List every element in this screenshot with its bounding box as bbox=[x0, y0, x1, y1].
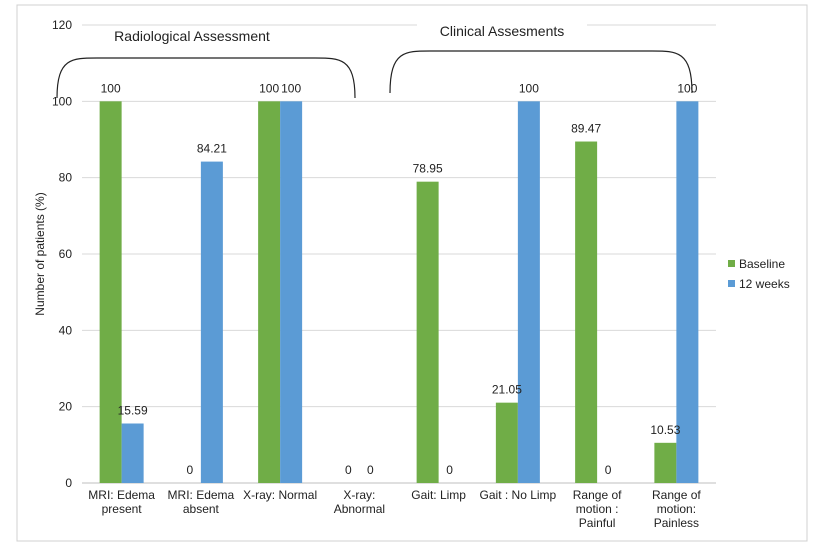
x-tick-label: motion: bbox=[657, 502, 696, 516]
bar-12-weeks bbox=[200, 161, 223, 483]
y-tick-label: 0 bbox=[65, 476, 72, 490]
annotation-label: Radiological Assessment bbox=[114, 28, 270, 44]
bar-baseline bbox=[258, 101, 281, 483]
data-label: 100 bbox=[281, 81, 301, 95]
y-tick-label: 80 bbox=[59, 171, 73, 185]
y-axis-label: Number of patients (%) bbox=[33, 192, 47, 315]
x-tick-label: present bbox=[102, 502, 143, 516]
legend-swatch bbox=[728, 260, 735, 267]
bar-baseline bbox=[495, 402, 518, 483]
bar-baseline bbox=[416, 181, 439, 483]
data-label: 84.21 bbox=[197, 142, 227, 156]
annotation-label: Clinical Assesments bbox=[440, 23, 565, 39]
data-label: 78.95 bbox=[413, 162, 443, 176]
y-tick-label: 20 bbox=[59, 400, 73, 414]
bar-12-weeks bbox=[676, 101, 699, 483]
bar-baseline bbox=[654, 442, 677, 483]
data-label: 15.59 bbox=[118, 403, 148, 417]
legend-label: Baseline bbox=[739, 257, 785, 271]
y-tick-label: 60 bbox=[59, 247, 73, 261]
legend-swatch bbox=[728, 280, 735, 287]
x-tick-label: X-ray: bbox=[343, 488, 375, 502]
annotation-bg bbox=[417, 21, 587, 41]
bracket bbox=[389, 50, 693, 94]
data-label: 89.47 bbox=[571, 122, 601, 136]
x-tick-label: Abnormal bbox=[334, 502, 385, 516]
x-tick-label: motion : bbox=[576, 502, 619, 516]
data-label: 100 bbox=[259, 81, 279, 95]
y-tick-label: 100 bbox=[52, 94, 72, 108]
annotation-bg bbox=[107, 26, 277, 46]
data-label: 0 bbox=[605, 463, 612, 477]
bar-baseline bbox=[99, 101, 122, 483]
data-label: 21.05 bbox=[492, 383, 522, 397]
data-label: 0 bbox=[367, 463, 374, 477]
data-label: 100 bbox=[677, 81, 697, 95]
x-tick-label: absent bbox=[183, 502, 220, 516]
data-label: 0 bbox=[187, 463, 194, 477]
x-tick-label: MRI: Edema bbox=[88, 488, 155, 502]
y-tick-label: 120 bbox=[52, 18, 72, 32]
legend-label: 12 weeks bbox=[739, 277, 790, 291]
x-tick-label: Range of bbox=[652, 488, 701, 502]
bar-12-weeks bbox=[280, 101, 303, 483]
data-label: 10.53 bbox=[650, 423, 680, 437]
x-tick-label: Gait: Limp bbox=[411, 488, 466, 502]
bracket bbox=[56, 57, 356, 99]
bar-baseline bbox=[575, 141, 598, 483]
x-tick-label: X-ray: Normal bbox=[243, 488, 317, 502]
x-tick-label: Gait : No Limp bbox=[480, 488, 557, 502]
bar-12-weeks bbox=[121, 423, 144, 483]
bar-12-weeks bbox=[517, 101, 540, 483]
y-tick-label: 40 bbox=[59, 323, 73, 337]
x-tick-label: MRI: Edema bbox=[168, 488, 235, 502]
x-tick-label: Painless bbox=[654, 516, 699, 530]
x-tick-label: Range of bbox=[573, 488, 622, 502]
data-label: 0 bbox=[345, 463, 352, 477]
x-tick-label: Painful bbox=[579, 516, 616, 530]
data-label: 0 bbox=[446, 463, 453, 477]
data-label: 100 bbox=[101, 81, 121, 95]
data-label: 100 bbox=[519, 81, 539, 95]
